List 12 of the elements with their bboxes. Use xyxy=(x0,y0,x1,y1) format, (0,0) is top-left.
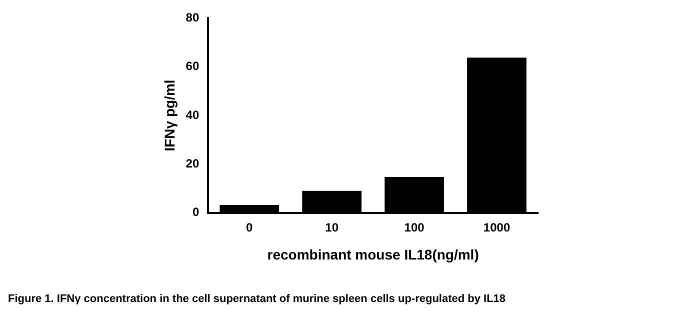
y-axis-title: IFNγ pg/ml xyxy=(161,80,178,152)
x-tick-label: 10 xyxy=(325,220,339,234)
y-tick-label: 40 xyxy=(186,108,200,122)
x-tick-label: 100 xyxy=(404,220,425,234)
x-tick-label: 1000 xyxy=(483,220,510,234)
y-tick-label: 80 xyxy=(186,10,200,25)
y-tick-label: 0 xyxy=(192,205,200,220)
x-tick-label: 0 xyxy=(246,220,254,234)
y-tick-label: 20 xyxy=(186,156,200,170)
caption: Figure 1. IFNγ concentration in the cell supernatant of murine spleen cells up-regulated by IL18 xyxy=(8,293,506,305)
x-axis-title: recombinant mouse IL18(ng/ml) xyxy=(267,246,479,262)
y-tick-label: 60 xyxy=(186,59,200,74)
